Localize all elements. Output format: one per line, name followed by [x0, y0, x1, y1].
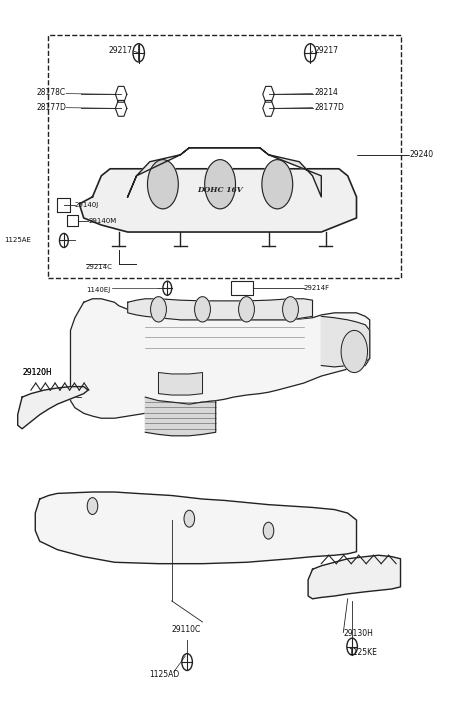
- Text: 29130H: 29130H: [343, 630, 373, 638]
- Circle shape: [147, 160, 178, 209]
- Circle shape: [205, 160, 235, 209]
- Text: 1125AE: 1125AE: [4, 237, 31, 244]
- Text: 29217: 29217: [108, 46, 132, 55]
- Text: 29140J: 29140J: [75, 202, 99, 209]
- Polygon shape: [35, 492, 357, 564]
- Circle shape: [194, 297, 211, 322]
- Text: 28214: 28214: [315, 88, 339, 98]
- Circle shape: [263, 522, 274, 539]
- Polygon shape: [79, 168, 357, 232]
- Circle shape: [341, 331, 367, 373]
- Polygon shape: [158, 373, 202, 395]
- Circle shape: [282, 297, 299, 322]
- Text: 29140M: 29140M: [88, 218, 116, 224]
- Text: 29214C: 29214C: [86, 264, 113, 270]
- Circle shape: [262, 160, 293, 209]
- Circle shape: [87, 498, 98, 515]
- Circle shape: [238, 297, 255, 322]
- Polygon shape: [128, 299, 313, 320]
- Bar: [231, 281, 253, 295]
- Polygon shape: [308, 555, 401, 599]
- Text: 1140EJ: 1140EJ: [86, 287, 110, 293]
- Text: 29240: 29240: [409, 151, 433, 159]
- Polygon shape: [70, 299, 370, 418]
- Polygon shape: [145, 397, 216, 436]
- Text: 28177D: 28177D: [36, 103, 66, 112]
- Text: 1125AD: 1125AD: [150, 670, 180, 679]
- Bar: [48, 35, 401, 277]
- Text: 29110C: 29110C: [172, 625, 201, 634]
- Text: 29214F: 29214F: [304, 285, 330, 291]
- Text: 1125KE: 1125KE: [348, 647, 377, 657]
- Circle shape: [184, 511, 194, 527]
- Polygon shape: [128, 148, 321, 197]
- Text: 29217: 29217: [315, 46, 339, 55]
- Polygon shape: [321, 316, 370, 367]
- Polygon shape: [18, 386, 88, 429]
- Text: 28177D: 28177D: [315, 103, 344, 112]
- Circle shape: [150, 297, 167, 322]
- Text: 28178C: 28178C: [37, 88, 66, 98]
- Text: 29120H: 29120H: [22, 368, 52, 377]
- Text: DOHC 16V: DOHC 16V: [197, 186, 243, 194]
- Text: 29120H: 29120H: [22, 368, 52, 377]
